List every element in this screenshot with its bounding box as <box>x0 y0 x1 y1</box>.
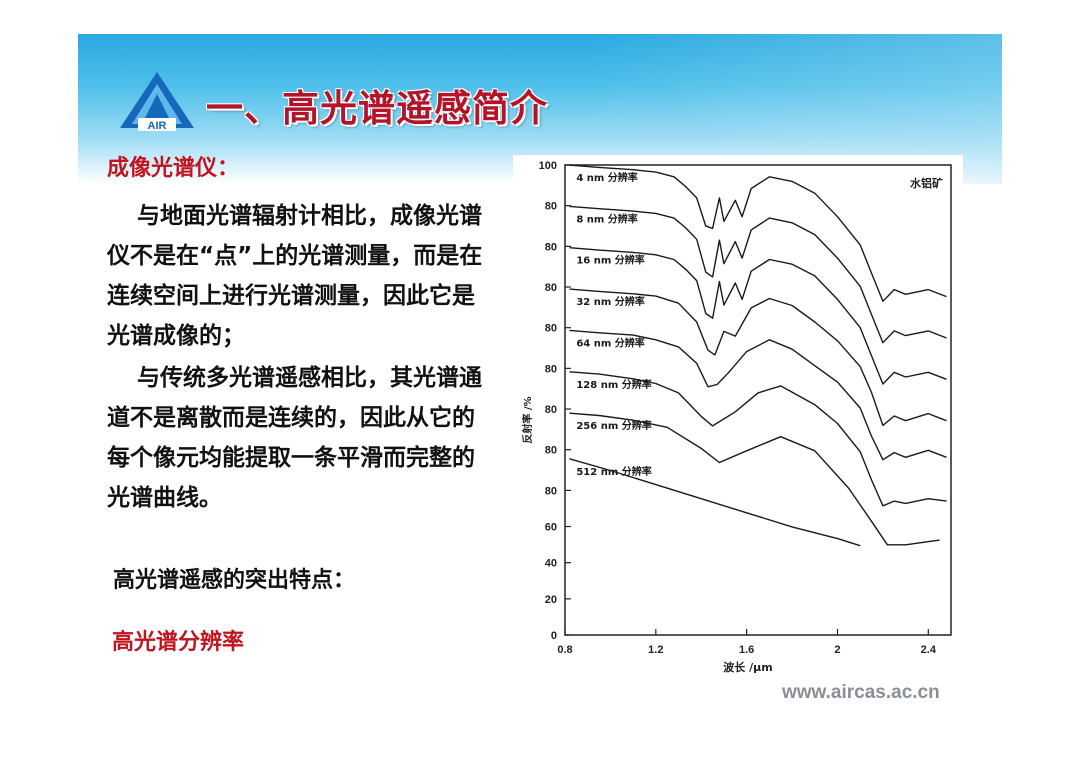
x-axis-label: 波长 /μm <box>723 660 772 674</box>
y-tick-label: 80 <box>545 404 557 416</box>
series-label: 128 nm 分辨率 <box>576 378 651 391</box>
x-tick-label: 2 <box>834 644 840 656</box>
paragraph-2: 与传统多光谱遥感相比，其光谱通道不是离散而是连续的，因此从它的每个像元均能提取一… <box>107 365 482 511</box>
x-tick-label: 0.8 <box>557 644 572 656</box>
y-axis-label: 反射率 /% <box>521 396 534 443</box>
y-tick-label: 80 <box>545 323 557 335</box>
series-line <box>569 247 947 385</box>
features-label: 高光谱遥感的突出特点： <box>113 568 356 593</box>
y-tick-label: 60 <box>545 522 557 534</box>
spectral-chart: 0 20 40 60 80 80 80 80 80 80 80 80 100 0.8 1.2 1.6 2 2.4 波… <box>513 155 963 675</box>
features-value: 高光谱分辨率 <box>112 630 245 655</box>
plot-frame <box>564 164 952 636</box>
series-label: 16 nm 分辨率 <box>576 254 644 267</box>
series-label: 512 nm 分辨率 <box>576 465 651 478</box>
series-label: 4 nm 分辨率 <box>576 171 637 184</box>
series-line <box>569 412 940 546</box>
y-tick-label: 80 <box>545 363 557 375</box>
footer-url[interactable]: www.aircas.ac.cn <box>782 682 940 703</box>
y-tick-label: 0 <box>551 630 557 642</box>
series-line <box>569 458 861 547</box>
series-label: 256 nm 分辨率 <box>576 419 651 432</box>
air-logo: AIR <box>118 70 196 134</box>
subheading: 成像光谱仪： <box>107 156 240 181</box>
chart-title: 水铝矿 <box>910 176 943 190</box>
series-line <box>569 329 947 461</box>
series-line <box>569 288 947 427</box>
series-line <box>569 164 947 303</box>
series-label: 32 nm 分辨率 <box>576 295 644 308</box>
logo-text: AIR <box>148 120 167 132</box>
y-tick-label: 80 <box>545 485 557 497</box>
y-tick-label: 80 <box>545 445 557 457</box>
series-line <box>569 371 947 507</box>
x-tick-label: 2.4 <box>921 644 937 656</box>
y-tick-label: 20 <box>545 594 557 606</box>
y-tick-label: 80 <box>545 201 557 213</box>
x-tick-label: 1.2 <box>648 644 663 656</box>
series-line <box>569 205 947 344</box>
y-tick-label: 40 <box>545 558 557 570</box>
chart-svg: 0 20 40 60 80 80 80 80 80 80 80 80 100 0.8 1.2 1.6 2 2.4 波… <box>521 160 952 674</box>
slide-title: 一、高光谱遥感简介 <box>206 87 548 130</box>
y-tick-label: 80 <box>545 241 557 253</box>
y-tick-label: 100 <box>539 160 557 172</box>
x-tick-label: 1.6 <box>739 644 754 656</box>
series-label: 64 nm 分辨率 <box>576 336 644 349</box>
air-logo-icon: AIR <box>120 72 194 132</box>
paragraph-1: 与地面光谱辐射计相比，成像光谱仪不是在“点”上的光谱测量，而是在连续空间上进行光… <box>107 203 483 349</box>
series-label: 8 nm 分辨率 <box>576 212 637 225</box>
y-tick-label: 80 <box>545 282 557 294</box>
